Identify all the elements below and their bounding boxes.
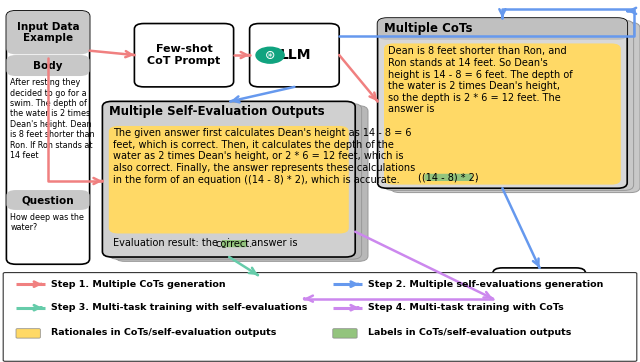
FancyBboxPatch shape [134,24,234,87]
Text: Rationales in CoTs/self-evaluation outputs: Rationales in CoTs/self-evaluation outpu… [51,328,276,337]
Text: Step 4. Multi-task training with CoTs: Step 4. Multi-task training with CoTs [368,303,564,312]
Text: Step 2. Multiple self-evaluations generation: Step 2. Multiple self-evaluations genera… [368,280,604,289]
Text: Few-shot
Self-Evaluation
Prompt: Few-shot Self-Evaluation Prompt [495,282,584,315]
Text: SLM: SLM [241,298,273,312]
Text: LLM: LLM [280,48,312,62]
Text: Few-shot
CoT Prompt: Few-shot CoT Prompt [147,45,221,66]
Text: Question: Question [22,195,74,205]
FancyBboxPatch shape [109,104,362,259]
FancyBboxPatch shape [221,240,247,247]
Text: After resting they
decided to go for a
swim. The depth of
the water is 2 times
D: After resting they decided to go for a s… [10,78,95,160]
FancyBboxPatch shape [6,190,90,210]
Text: Input Data
Example: Input Data Example [17,22,79,43]
FancyBboxPatch shape [424,174,472,181]
FancyBboxPatch shape [333,329,357,338]
Text: Multiple Self-Evaluation Outputs: Multiple Self-Evaluation Outputs [109,105,324,118]
FancyBboxPatch shape [378,18,627,40]
Text: correct.: correct. [216,239,253,249]
Text: Body: Body [33,60,63,71]
Text: Dean is 8 feet shorter than Ron, and
Ron stands at 14 feet. So Dean's
height is : Dean is 8 feet shorter than Ron, and Ron… [388,46,572,114]
Text: T5: T5 [222,303,237,312]
FancyBboxPatch shape [3,273,637,361]
Text: .: . [475,172,478,182]
Text: Multiple CoTs: Multiple CoTs [384,22,472,35]
FancyBboxPatch shape [109,126,349,233]
FancyBboxPatch shape [384,43,621,185]
Text: Step 1. Multiple CoTs generation: Step 1. Multiple CoTs generation [51,280,226,289]
Text: How deep was the
water?: How deep was the water? [10,213,84,232]
FancyBboxPatch shape [115,106,368,261]
Text: Evaluation result: the given answer is: Evaluation result: the given answer is [113,237,300,248]
Circle shape [256,47,284,63]
FancyBboxPatch shape [211,275,304,335]
FancyBboxPatch shape [378,18,627,188]
FancyBboxPatch shape [493,268,586,329]
FancyBboxPatch shape [16,329,40,338]
FancyBboxPatch shape [384,20,634,190]
FancyBboxPatch shape [250,24,339,87]
FancyBboxPatch shape [102,101,355,257]
FancyBboxPatch shape [6,55,90,76]
Text: Labels in CoTs/self-evaluation outputs: Labels in CoTs/self-evaluation outputs [368,328,572,337]
FancyBboxPatch shape [218,300,241,315]
FancyBboxPatch shape [390,22,640,193]
Text: The given answer first calculates Dean's height as 14 - 8 = 6
feet, which is cor: The given answer first calculates Dean's… [113,128,415,185]
FancyBboxPatch shape [6,11,90,264]
Text: ⊛: ⊛ [265,49,275,62]
Text: Step 3. Multi-task training with self-evaluations: Step 3. Multi-task training with self-ev… [51,303,308,312]
Text: ((14 - 8) * 2): ((14 - 8) * 2) [418,172,479,182]
FancyBboxPatch shape [6,11,90,54]
